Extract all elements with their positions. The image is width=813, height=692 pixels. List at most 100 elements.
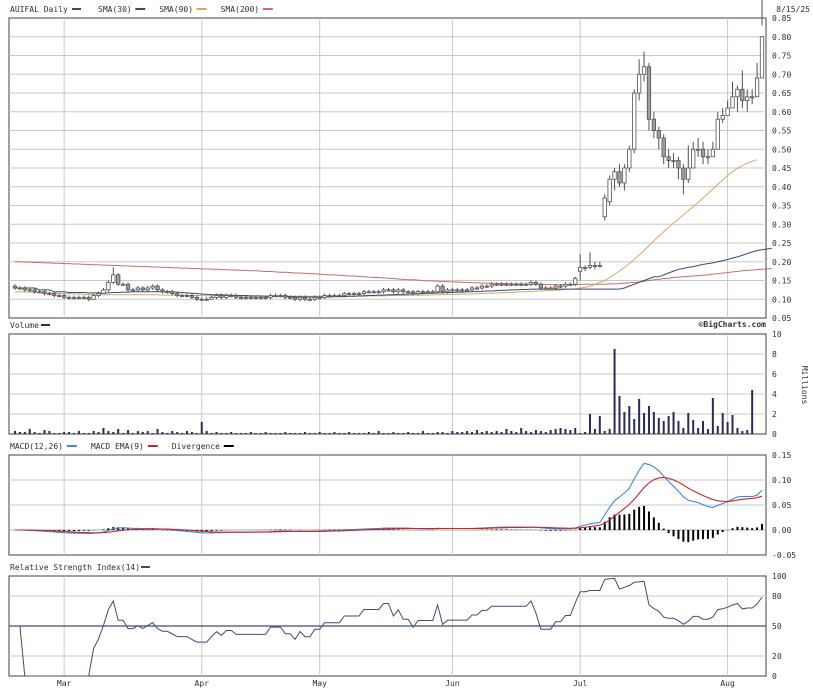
candle-body xyxy=(42,291,47,295)
candle-body xyxy=(410,291,416,295)
volume-bar xyxy=(731,415,734,434)
volume-bar xyxy=(28,429,31,434)
price-y-tick-label: 0.55 xyxy=(772,127,791,136)
candle-body xyxy=(86,296,91,300)
candle-body xyxy=(66,296,72,299)
x-tick-label: Mar xyxy=(57,679,72,688)
volume-bar xyxy=(652,412,655,434)
volume-bar xyxy=(726,422,729,434)
volume-bar xyxy=(259,433,262,434)
volume-bar xyxy=(451,431,454,434)
x-tick-label: May xyxy=(312,679,327,688)
candle-body xyxy=(573,278,578,285)
candle-body xyxy=(140,287,145,291)
price-y-tick-label: 0.75 xyxy=(772,52,791,61)
volume-bar xyxy=(593,429,596,434)
candle-body xyxy=(745,96,750,101)
volume-bar xyxy=(141,432,144,434)
candle-body xyxy=(519,283,524,286)
candle-body xyxy=(720,115,725,120)
volume-bar xyxy=(657,418,660,434)
candle-body xyxy=(651,118,657,131)
candle-body xyxy=(710,148,715,158)
candle-body xyxy=(607,178,612,203)
volume-bar xyxy=(554,429,557,434)
candle-body xyxy=(297,296,303,300)
candle-body xyxy=(307,298,312,301)
macd-y-tick-label: 0.00 xyxy=(772,526,791,535)
volume-bar xyxy=(480,432,483,434)
volume-bar xyxy=(131,433,134,434)
x-tick-label: Jun xyxy=(445,679,460,688)
candle-body xyxy=(489,283,494,287)
candle-body xyxy=(450,289,455,292)
x-tick-label: Apr xyxy=(195,679,210,688)
candle-body xyxy=(145,287,150,291)
candle-body xyxy=(612,171,617,180)
volume-bar xyxy=(633,419,636,434)
candle-body xyxy=(234,295,239,298)
candle-body xyxy=(558,285,563,288)
candle-body xyxy=(401,289,406,293)
volume-unit-label: Millions xyxy=(800,366,809,405)
candle-body xyxy=(759,36,765,79)
candle-body xyxy=(568,283,573,286)
candle-body xyxy=(37,291,42,294)
candle-body xyxy=(548,287,553,290)
candle-body xyxy=(543,287,548,290)
volume-bar xyxy=(711,398,714,434)
candle-body xyxy=(229,295,234,297)
volume-y-tick-label: 0 xyxy=(772,430,777,439)
candle-body xyxy=(332,295,337,297)
volume-bar xyxy=(289,433,292,434)
candle-body xyxy=(474,287,480,290)
macd-y-tick-label: -0.05 xyxy=(772,551,796,560)
candle-body xyxy=(283,295,288,298)
price-legend-label: SMA(200) xyxy=(221,5,260,14)
volume-bar xyxy=(702,421,705,434)
volume-bar xyxy=(333,432,336,434)
candle-body xyxy=(312,296,317,300)
volume-bar xyxy=(274,433,277,434)
volume-bar xyxy=(294,433,297,434)
candle-body xyxy=(376,291,381,294)
volume-bar xyxy=(181,433,184,434)
candle-body xyxy=(111,274,116,283)
candle-body xyxy=(184,295,190,297)
candle-body xyxy=(396,289,401,293)
volume-bar xyxy=(77,431,80,434)
candle-body xyxy=(499,283,504,286)
candle-body xyxy=(278,295,283,297)
rsi-y-tick-label: 20 xyxy=(772,652,782,661)
volume-bar xyxy=(318,432,321,434)
volume-bar xyxy=(466,431,469,434)
candle-body xyxy=(661,137,666,158)
volume-bar xyxy=(505,429,508,434)
candle-body xyxy=(91,295,96,300)
candle-body xyxy=(691,148,696,169)
macd-y-tick-label: 0.15 xyxy=(772,451,791,460)
candle-body xyxy=(602,197,607,218)
candle-body xyxy=(238,296,244,299)
candle-body xyxy=(420,291,426,294)
candle-body xyxy=(219,295,224,298)
candle-body xyxy=(347,293,352,296)
candle-body xyxy=(27,289,32,292)
volume-bar xyxy=(176,432,179,434)
price-y-tick-label: 0.70 xyxy=(772,70,791,79)
candle-body xyxy=(587,265,593,268)
volume-bar xyxy=(520,428,523,434)
volume-bar xyxy=(697,428,700,434)
volume-y-tick-label: 8 xyxy=(772,350,777,359)
volume-bar xyxy=(269,433,272,434)
volume-bar xyxy=(303,432,306,434)
candle-body xyxy=(263,296,268,299)
volume-bar xyxy=(431,433,434,434)
price-y-tick-label: 0.85 xyxy=(772,14,791,23)
volume-bar xyxy=(186,431,189,434)
volume-bar xyxy=(559,428,562,434)
candle-body xyxy=(637,73,642,94)
macd-ema-line xyxy=(15,476,763,534)
price-y-tick-label: 0.45 xyxy=(772,164,791,173)
candle-body xyxy=(224,295,229,298)
